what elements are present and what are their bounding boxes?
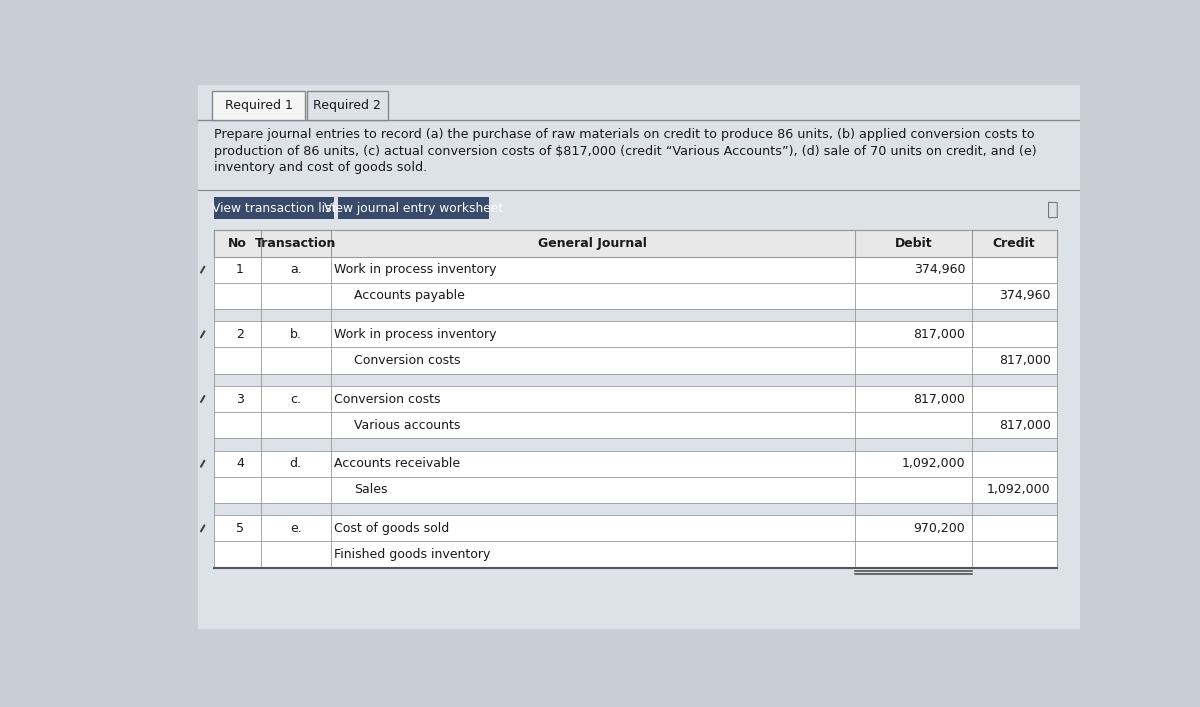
Text: Conversion costs: Conversion costs bbox=[354, 354, 461, 367]
Bar bbox=[215, 283, 1057, 309]
Text: Sales: Sales bbox=[354, 484, 388, 496]
Text: General Journal: General Journal bbox=[539, 237, 647, 250]
Text: b.: b. bbox=[289, 328, 301, 341]
Bar bbox=[215, 477, 1057, 503]
Text: 1,092,000: 1,092,000 bbox=[901, 457, 965, 470]
Text: Required 2: Required 2 bbox=[313, 99, 382, 112]
Bar bbox=[306, 91, 388, 120]
Text: production of 86 units, (c) actual conversion costs of $817,000 (credit “Various: production of 86 units, (c) actual conve… bbox=[215, 144, 1037, 158]
Text: 817,000: 817,000 bbox=[913, 392, 965, 406]
Bar bbox=[198, 120, 1080, 189]
Text: View transaction list: View transaction list bbox=[212, 201, 336, 214]
Text: Work in process inventory: Work in process inventory bbox=[335, 328, 497, 341]
Text: Credit: Credit bbox=[992, 237, 1036, 250]
Bar bbox=[215, 347, 1057, 373]
Bar bbox=[212, 91, 305, 120]
Bar bbox=[215, 515, 1057, 542]
Text: Cost of goods sold: Cost of goods sold bbox=[335, 522, 450, 535]
Bar bbox=[215, 309, 1057, 321]
Text: a.: a. bbox=[290, 263, 301, 276]
Bar bbox=[215, 257, 1057, 283]
Text: 970,200: 970,200 bbox=[913, 522, 965, 535]
Text: Ⓧ: Ⓧ bbox=[1046, 200, 1058, 219]
Bar bbox=[215, 230, 1057, 257]
Text: 4: 4 bbox=[236, 457, 244, 470]
Text: Accounts receivable: Accounts receivable bbox=[335, 457, 461, 470]
Text: View journal entry worksheet: View journal entry worksheet bbox=[324, 201, 504, 214]
Text: 374,960: 374,960 bbox=[1000, 289, 1050, 303]
Text: e.: e. bbox=[290, 522, 301, 535]
Text: 3: 3 bbox=[236, 392, 244, 406]
Bar bbox=[215, 412, 1057, 438]
Bar bbox=[215, 438, 1057, 450]
Text: Various accounts: Various accounts bbox=[354, 419, 461, 432]
Text: inventory and cost of goods sold.: inventory and cost of goods sold. bbox=[215, 161, 427, 175]
Bar bbox=[215, 503, 1057, 515]
Bar bbox=[215, 197, 335, 219]
Text: 2: 2 bbox=[236, 328, 244, 341]
Text: d.: d. bbox=[289, 457, 301, 470]
Bar bbox=[215, 373, 1057, 386]
Text: Transaction: Transaction bbox=[256, 237, 336, 250]
Text: Prepare journal entries to record (a) the purchase of raw materials on credit to: Prepare journal entries to record (a) th… bbox=[215, 128, 1034, 141]
Text: Finished goods inventory: Finished goods inventory bbox=[335, 548, 491, 561]
Text: 1,092,000: 1,092,000 bbox=[986, 484, 1050, 496]
Bar bbox=[215, 386, 1057, 412]
Text: 817,000: 817,000 bbox=[998, 354, 1050, 367]
Text: 5: 5 bbox=[236, 522, 244, 535]
Text: 817,000: 817,000 bbox=[998, 419, 1050, 432]
Text: Work in process inventory: Work in process inventory bbox=[335, 263, 497, 276]
Bar bbox=[215, 321, 1057, 347]
Text: 817,000: 817,000 bbox=[913, 328, 965, 341]
Bar bbox=[215, 450, 1057, 477]
Text: 374,960: 374,960 bbox=[914, 263, 965, 276]
Text: Conversion costs: Conversion costs bbox=[335, 392, 440, 406]
Text: Debit: Debit bbox=[894, 237, 932, 250]
Text: Accounts payable: Accounts payable bbox=[354, 289, 464, 303]
Bar bbox=[215, 542, 1057, 568]
Text: 1: 1 bbox=[236, 263, 244, 276]
Text: No: No bbox=[228, 237, 247, 250]
Text: Required 1: Required 1 bbox=[224, 99, 293, 112]
Text: c.: c. bbox=[290, 392, 301, 406]
Bar bbox=[338, 197, 490, 219]
